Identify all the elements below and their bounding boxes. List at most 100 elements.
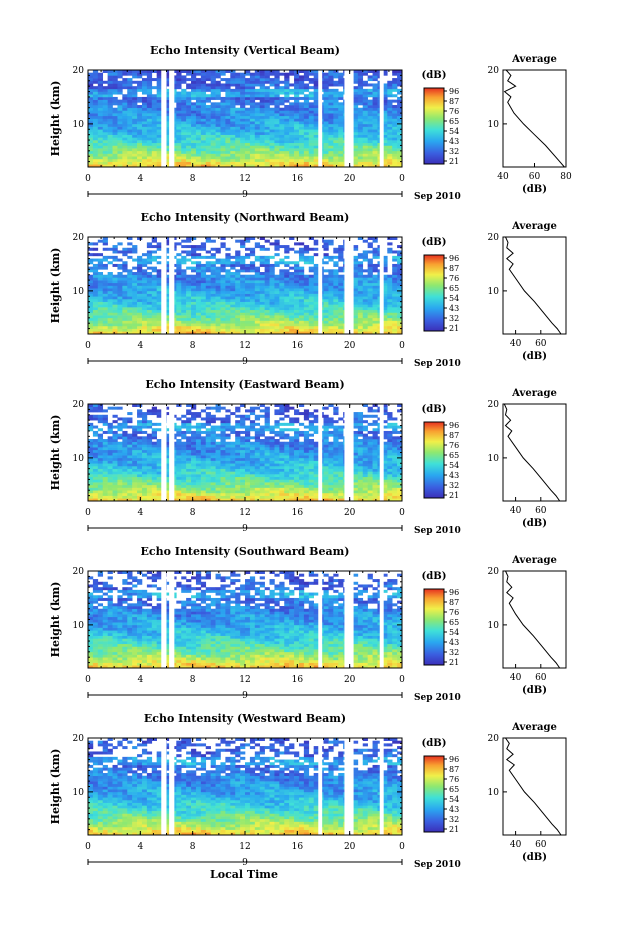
heatmap-cells (88, 571, 403, 669)
x-tick-label: 0 (399, 341, 405, 351)
x-tick-label: 16 (292, 341, 304, 351)
x-tick-label: 16 (292, 675, 304, 685)
profile-xlabel: (dB) (522, 184, 547, 195)
heatmap-cells (88, 70, 403, 168)
colorbar-tick-label: 87 (449, 264, 459, 273)
profile-frame (502, 737, 567, 836)
heatmap-cells (88, 738, 403, 836)
colorbar (423, 87, 445, 165)
colorbar-tick-label: 76 (449, 274, 459, 283)
profile-x-tick-label: 60 (535, 506, 547, 516)
y-tick-label: 10 (73, 120, 85, 130)
x-tick-label: 0 (399, 508, 405, 518)
colorbar-tick-label: 32 (449, 481, 459, 490)
data-gap (318, 738, 323, 835)
y-tick-label: 20 (73, 734, 85, 744)
data-gap (379, 404, 384, 501)
colorbar-tick-label: 96 (449, 421, 459, 430)
panel-4: Echo Intensity (Westward Beam) 0 4 8 12 16 20 0… (49, 712, 567, 870)
date-tick-label: 9 (242, 524, 248, 534)
data-gap (344, 738, 354, 835)
profile-x-tick-label: 40 (497, 172, 509, 182)
profile-y-tick-label: 20 (488, 400, 500, 410)
colorbar-tick-label: 21 (449, 157, 459, 166)
x-tick-label: 20 (344, 842, 356, 852)
date-label: Sep 2010 (414, 860, 461, 870)
data-gap (169, 237, 175, 334)
panel-1: Echo Intensity (Northward Beam) 0 4 8 12 16 20… (49, 211, 567, 369)
profile-y-tick-label: 10 (488, 788, 500, 798)
panel-3: Echo Intensity (Southward Beam) 0 4 8 12 16 20… (49, 545, 567, 703)
panel-0: Echo Intensity (Vertical Beam) 0 4 8 12 16 20 0… (49, 44, 572, 202)
x-tick-label: 4 (137, 341, 143, 351)
profile-line (505, 236, 562, 335)
colorbar-tick-label: 65 (449, 451, 459, 460)
heatmap-cells (88, 404, 403, 502)
profile-x-tick-label: 40 (510, 339, 522, 349)
profile-title: Average (511, 722, 557, 733)
colorbar-tick-label: 96 (449, 588, 459, 597)
colorbar-tick-label: 87 (449, 431, 459, 440)
profile-line (505, 737, 562, 836)
colorbar (423, 588, 445, 666)
date-tick-label: 9 (242, 691, 248, 701)
x-tick-label: 20 (344, 675, 356, 685)
profile-line (503, 403, 561, 502)
colorbar-tick-label: 87 (449, 97, 459, 106)
colorbar-tick-label: 76 (449, 441, 459, 450)
y-axis-label: Height (km) (49, 81, 62, 157)
y-axis-label: Height (km) (49, 749, 62, 825)
x-tick-label: 12 (239, 508, 250, 518)
x-tick-label: 20 (344, 341, 356, 351)
profile-x-tick-label: 40 (510, 506, 522, 516)
x-tick-label: 0 (85, 341, 91, 351)
profile-x-tick-label: 60 (535, 673, 547, 683)
y-tick-label: 10 (73, 621, 85, 631)
data-gap (161, 70, 167, 167)
colorbar-tick-label: 32 (449, 314, 459, 323)
date-tick-label: 9 (242, 357, 248, 367)
profile-title: Average (511, 221, 557, 232)
profile-y-tick-label: 10 (488, 454, 500, 464)
y-tick-label: 10 (73, 788, 85, 798)
y-tick-label: 10 (73, 454, 85, 464)
x-tick-label: 4 (137, 508, 143, 518)
x-tick-label: 12 (239, 174, 250, 184)
data-gap (344, 571, 354, 668)
x-tick-label: 8 (190, 842, 196, 852)
colorbar-tick-label: 21 (449, 825, 459, 834)
date-label: Sep 2010 (414, 526, 461, 536)
colorbar-tick-label: 65 (449, 117, 459, 126)
colorbar-unit: (dB) (422, 571, 447, 582)
colorbar-tick-label: 54 (449, 461, 459, 470)
data-gap (344, 404, 354, 501)
data-gap (161, 404, 167, 501)
panel-2: Echo Intensity (Eastward Beam) 0 4 8 12 16 20 0… (49, 378, 567, 536)
colorbar-tick-label: 21 (449, 324, 459, 333)
x-tick-label: 8 (190, 508, 196, 518)
colorbar-unit: (dB) (422, 404, 447, 415)
colorbar-tick-label: 54 (449, 294, 459, 303)
y-tick-label: 20 (73, 400, 85, 410)
x-tick-label: 8 (190, 341, 196, 351)
colorbar-tick-label: 32 (449, 147, 459, 156)
x-tick-label: 4 (137, 842, 143, 852)
data-gap (318, 237, 323, 334)
date-label: Sep 2010 (414, 693, 461, 703)
y-tick-label: 20 (73, 567, 85, 577)
x-tick-label: 0 (85, 174, 91, 184)
date-tick-label: 9 (242, 858, 248, 868)
colorbar-tick-label: 65 (449, 785, 459, 794)
y-axis-label: Height (km) (49, 415, 62, 491)
profile-title: Average (511, 54, 557, 65)
x-tick-label: 0 (399, 174, 405, 184)
profile-xlabel: (dB) (522, 852, 547, 863)
colorbar (423, 755, 445, 833)
colorbar-tick-label: 76 (449, 775, 459, 784)
profile-y-tick-label: 20 (488, 734, 500, 744)
x-tick-label: 4 (137, 174, 143, 184)
colorbar (423, 254, 445, 332)
colorbar-tick-label: 32 (449, 815, 459, 824)
data-gap (161, 237, 167, 334)
x-tick-label: 4 (137, 675, 143, 685)
